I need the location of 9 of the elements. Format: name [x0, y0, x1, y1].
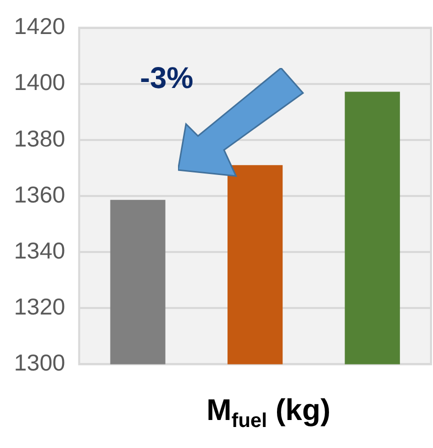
y-tick-label: 1340	[14, 237, 66, 264]
annotation: -3%	[140, 62, 194, 96]
y-tick-label: 1360	[14, 181, 66, 208]
x-axis-title: M$_{fuel}$ (kg)	[206, 394, 332, 433]
y-tick-label: 1320	[14, 293, 66, 320]
y-tick-label: 1380	[14, 125, 66, 152]
y-tick-label: 1420	[14, 13, 66, 40]
y-tick-label: 1300	[14, 350, 66, 376]
y-tick-label: 1400	[14, 69, 66, 96]
